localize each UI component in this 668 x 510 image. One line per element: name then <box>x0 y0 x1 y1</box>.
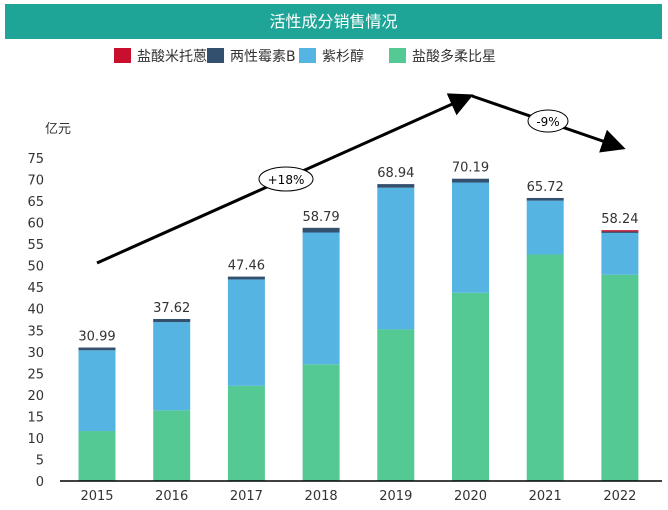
bar-segment <box>601 274 639 481</box>
bar-segment <box>78 431 116 481</box>
legend-swatch <box>114 48 131 63</box>
total-label: 58.24 <box>601 212 638 227</box>
y-tick-label: 70 <box>27 174 44 189</box>
bar-segment <box>302 227 340 233</box>
y-tick-label: 15 <box>27 410 44 425</box>
bar-segment <box>302 232 340 365</box>
x-tick-label: 2018 <box>305 489 338 504</box>
x-tick-label: 2019 <box>379 489 412 504</box>
y-tick-label: 10 <box>27 432 44 447</box>
x-tick-label: 2021 <box>529 489 562 504</box>
total-label: 70.19 <box>452 161 489 176</box>
bar-segment <box>601 231 639 233</box>
chart-title: 活性成分销售情况 <box>5 4 662 39</box>
total-label: 30.99 <box>78 330 115 345</box>
legend-swatch <box>299 48 316 63</box>
x-axis: 2015 2016 2017 2018 2019 2020 2021 2022 <box>80 489 636 504</box>
total-label: 47.46 <box>228 259 265 274</box>
y-tick-label: 60 <box>27 217 44 232</box>
y-axis: 0 5 10 15 20 25 30 35 40 45 50 55 60 65 70 75 <box>27 152 44 490</box>
y-tick-label: 65 <box>27 195 44 210</box>
bar-segment <box>377 184 415 188</box>
total-label: 37.62 <box>153 301 190 316</box>
bar-segment <box>526 254 564 481</box>
bar-segment <box>526 197 564 201</box>
y-tick-label: 30 <box>27 346 44 361</box>
bar-segment <box>377 187 415 330</box>
y-tick-label: 45 <box>27 281 44 296</box>
bar-segment <box>302 364 340 481</box>
growth-up-label: +18% <box>268 173 305 187</box>
bar-segment <box>153 410 191 481</box>
x-tick-label: 2022 <box>603 489 636 504</box>
y-tick-label: 50 <box>27 260 44 275</box>
bar-segment <box>526 200 564 255</box>
x-tick-label: 2017 <box>230 489 263 504</box>
y-tick-label: 55 <box>27 238 44 253</box>
x-tick-label: 2020 <box>454 489 487 504</box>
bar-segment <box>227 279 265 386</box>
bar-segment <box>452 292 489 481</box>
x-tick-label: 2016 <box>155 489 188 504</box>
bar-segment <box>227 276 265 280</box>
legend-label: 盐酸米托蒽醌 <box>137 49 221 65</box>
y-tick-label: 5 <box>36 453 44 468</box>
legend-label: 紫杉醇 <box>322 48 364 65</box>
y-tick-label: 75 <box>27 152 44 167</box>
growth-down-label: -9% <box>536 115 559 129</box>
bar-segment <box>452 178 489 183</box>
y-tick-label: 20 <box>27 389 44 404</box>
bar-segment <box>78 350 116 432</box>
bar-segment <box>452 182 489 293</box>
legend-label: 两性霉素B <box>230 49 296 65</box>
bar-segment <box>377 329 415 481</box>
bar-segment <box>78 347 116 351</box>
bar-segment <box>153 318 191 323</box>
legend-label: 盐酸多柔比星 <box>412 48 496 65</box>
legend-swatch <box>389 48 406 63</box>
y-tick-label: 0 <box>36 475 44 490</box>
x-tick-label: 2015 <box>80 489 113 504</box>
bar-segment <box>601 230 639 232</box>
bar-segment <box>601 232 639 275</box>
legend-swatch <box>207 48 224 63</box>
growth-up-badge <box>258 166 314 192</box>
bars: 30.99 37.62 47.46 58.79 68.94 70.19 65.72 58.24 <box>78 161 639 481</box>
bar-segment <box>227 385 265 481</box>
y-tick-label: 25 <box>27 367 44 382</box>
total-label: 65.72 <box>527 180 564 195</box>
bar-segment <box>153 322 191 411</box>
legend: 盐酸米托蒽醌 两性霉素B 紫杉醇 盐酸多柔比星 <box>114 48 496 65</box>
total-label: 58.79 <box>302 210 339 225</box>
y-axis-label: 亿元 <box>45 122 71 137</box>
total-label: 68.94 <box>377 166 414 181</box>
growth-down-badge <box>527 109 569 133</box>
y-tick-label: 40 <box>27 303 44 318</box>
y-tick-label: 35 <box>27 324 44 339</box>
